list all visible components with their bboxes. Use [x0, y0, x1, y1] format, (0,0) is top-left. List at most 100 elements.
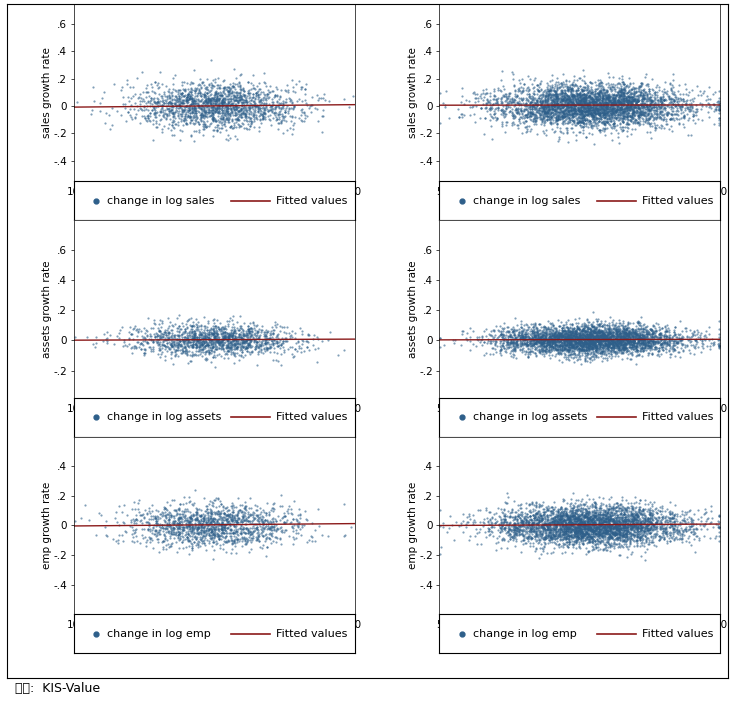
Point: [662, 338, 674, 349]
Point: [600, 527, 612, 538]
Point: [570, 528, 582, 539]
Point: [578, 82, 589, 93]
Point: [146, 524, 158, 535]
Point: [587, 337, 599, 349]
Point: [594, 107, 606, 119]
Point: [159, 351, 171, 362]
Point: [713, 104, 725, 116]
Point: [552, 525, 564, 536]
Point: [179, 340, 191, 352]
Point: [652, 512, 664, 523]
Point: [253, 85, 265, 97]
Point: [250, 330, 262, 341]
Point: [567, 530, 578, 541]
Point: [560, 342, 572, 353]
Point: [264, 333, 276, 344]
Point: [227, 347, 239, 359]
Point: [157, 109, 169, 121]
Point: [157, 338, 168, 349]
Point: [617, 529, 628, 540]
Point: [162, 508, 174, 519]
Point: [531, 111, 542, 122]
Point: [634, 534, 646, 546]
Point: [530, 518, 542, 530]
Point: [571, 115, 583, 126]
Point: [218, 81, 230, 92]
Point: [616, 103, 628, 114]
Point: [609, 120, 620, 131]
Point: [531, 515, 542, 526]
Point: [713, 103, 725, 114]
Point: [581, 532, 593, 543]
Point: [570, 345, 582, 356]
Point: [171, 529, 182, 540]
Point: [230, 501, 242, 513]
Point: [628, 512, 639, 523]
Point: [208, 325, 220, 337]
Point: [557, 101, 569, 112]
Point: [610, 519, 622, 530]
Point: [185, 333, 197, 345]
Point: [549, 328, 561, 340]
Point: [578, 93, 589, 104]
Point: [525, 498, 537, 510]
Point: [623, 328, 635, 340]
Point: [599, 525, 611, 536]
Point: [171, 333, 182, 345]
Point: [274, 515, 286, 526]
Point: [569, 526, 581, 537]
Point: [596, 328, 608, 340]
Point: [244, 526, 256, 537]
Point: [173, 340, 185, 352]
Point: [566, 98, 578, 109]
Point: [626, 342, 638, 353]
Point: [606, 506, 617, 517]
Point: [580, 320, 592, 331]
Point: [179, 112, 191, 124]
Point: [529, 98, 541, 109]
Point: [546, 501, 558, 513]
Point: [637, 94, 648, 105]
Point: [190, 107, 201, 119]
Point: [589, 333, 601, 345]
Point: [190, 520, 202, 531]
Point: [645, 98, 656, 109]
Point: [628, 517, 639, 529]
Point: [557, 515, 569, 527]
Point: [579, 345, 591, 357]
Point: [541, 340, 553, 351]
Point: [226, 510, 238, 522]
Point: [574, 335, 586, 346]
Point: [711, 519, 723, 530]
Point: [540, 328, 552, 339]
Point: [229, 109, 241, 121]
Point: [558, 325, 570, 337]
Point: [554, 110, 566, 121]
Point: [279, 510, 290, 522]
Point: [646, 97, 658, 108]
Point: [625, 92, 637, 103]
Point: [619, 110, 631, 121]
Point: [212, 509, 224, 520]
Point: [599, 339, 611, 350]
Point: [207, 114, 219, 125]
Point: [578, 510, 590, 521]
Point: [178, 76, 190, 88]
Point: [509, 527, 520, 538]
Point: [552, 77, 564, 88]
Point: [615, 104, 627, 115]
Point: [586, 111, 598, 122]
Point: [542, 110, 554, 121]
Point: [616, 341, 628, 352]
Point: [302, 328, 314, 340]
Point: [516, 108, 528, 119]
Point: [234, 92, 246, 103]
Point: [196, 335, 207, 347]
Point: [611, 322, 623, 333]
Point: [642, 340, 653, 351]
Point: [658, 95, 670, 106]
Point: [578, 345, 589, 357]
Point: [589, 102, 601, 114]
Point: [208, 525, 220, 537]
Point: [571, 108, 583, 119]
